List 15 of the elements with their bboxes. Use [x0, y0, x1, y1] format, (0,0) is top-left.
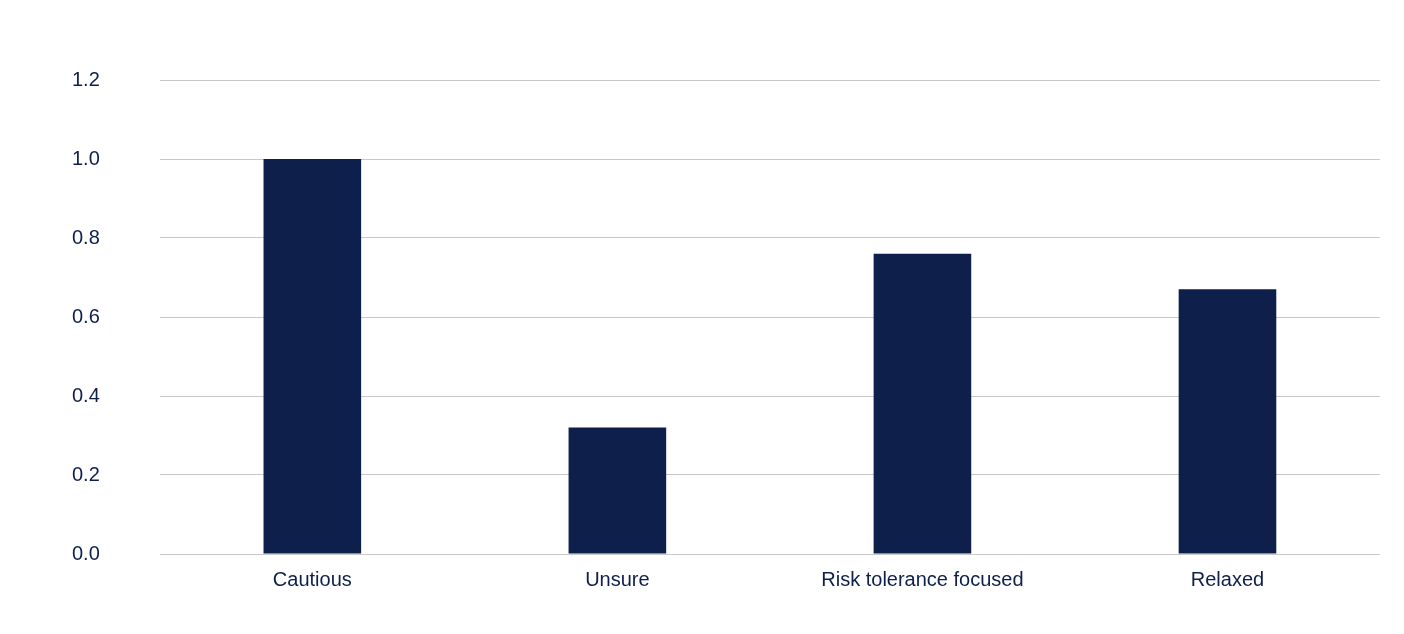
- y-tick-label: 1.0: [71, 146, 100, 169]
- bar: [873, 253, 972, 554]
- y-tick-label: 0.8: [71, 225, 100, 248]
- bar: [263, 159, 362, 554]
- x-tick-label: Relaxed: [1190, 567, 1265, 590]
- y-tick-label: 0.2: [71, 462, 100, 485]
- x-tick-label: Cautious: [272, 567, 352, 590]
- bar: [568, 427, 667, 554]
- y-tick-label: 0.4: [71, 383, 100, 406]
- bar: [1178, 289, 1277, 554]
- y-tick-label: 0.6: [71, 304, 100, 327]
- y-tick-label: 0.0: [71, 541, 100, 564]
- y-tick-label: 1.2: [71, 67, 100, 90]
- x-tick-label: Risk tolerance focused: [821, 567, 1024, 590]
- x-tick-label: Unsure: [585, 567, 650, 590]
